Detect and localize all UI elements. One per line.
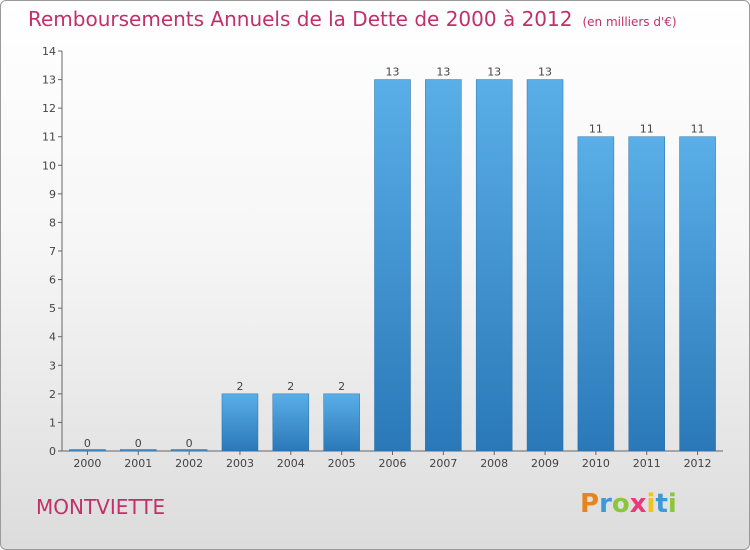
x-tick-label: 2008 bbox=[480, 457, 508, 470]
y-tick-label: 0 bbox=[49, 445, 56, 458]
y-tick-label: 14 bbox=[42, 45, 56, 58]
data-label: 13 bbox=[436, 66, 450, 79]
data-label: 13 bbox=[538, 66, 552, 79]
x-tick-label: 2000 bbox=[73, 457, 101, 470]
x-tick-label: 2002 bbox=[175, 457, 203, 470]
data-label: 0 bbox=[84, 437, 91, 450]
data-label: 2 bbox=[236, 380, 243, 393]
y-tick-label: 7 bbox=[49, 245, 56, 258]
bar bbox=[221, 393, 259, 452]
bar bbox=[628, 136, 665, 452]
bar bbox=[120, 449, 157, 452]
data-label: 2 bbox=[287, 380, 294, 393]
x-tick-label: 2006 bbox=[379, 457, 407, 470]
x-tick-label: 2001 bbox=[124, 457, 152, 470]
logo-letter: i bbox=[667, 489, 677, 519]
data-label: 11 bbox=[589, 123, 603, 136]
logo-letter: t bbox=[655, 489, 668, 519]
logo-letter: P bbox=[580, 489, 600, 519]
data-labels: 0 0 0 2 2 2 13 13 13 13 11 11 11 bbox=[84, 66, 705, 450]
bar bbox=[425, 79, 462, 452]
bar bbox=[679, 136, 716, 452]
bar bbox=[577, 136, 615, 452]
x-tick-label: 2004 bbox=[277, 457, 305, 470]
x-tick-label: 2012 bbox=[684, 457, 712, 470]
bar bbox=[323, 393, 360, 452]
data-label: 0 bbox=[135, 437, 142, 450]
chart-title: Remboursements Annuels de la Dette de 20… bbox=[28, 7, 677, 31]
data-label: 11 bbox=[691, 123, 705, 136]
y-tick-label: 1 bbox=[49, 416, 56, 429]
data-label: 13 bbox=[386, 66, 400, 79]
x-tick-label: 2009 bbox=[531, 457, 559, 470]
data-label: 2 bbox=[338, 380, 345, 393]
data-label: 0 bbox=[186, 437, 193, 450]
title-unit: (en milliers d'€) bbox=[582, 15, 677, 29]
y-tick-label: 10 bbox=[42, 159, 56, 172]
bar bbox=[170, 449, 208, 452]
x-tick-label: 2003 bbox=[226, 457, 254, 470]
logo-letter: i bbox=[646, 489, 656, 519]
bar bbox=[69, 449, 106, 452]
y-tick-label: 9 bbox=[49, 188, 56, 201]
bar bbox=[475, 79, 513, 452]
bar bbox=[526, 79, 564, 452]
y-tick-label: 12 bbox=[42, 102, 56, 115]
logo-letter: r bbox=[599, 489, 612, 519]
x-tick-label: 2007 bbox=[429, 457, 457, 470]
x-tick-label: 2005 bbox=[328, 457, 356, 470]
y-tick-label: 2 bbox=[49, 388, 56, 401]
y-tick-label: 5 bbox=[49, 302, 56, 315]
y-tick-label: 6 bbox=[49, 274, 56, 287]
y-tick-label: 4 bbox=[49, 331, 56, 344]
title-text: Remboursements Annuels de la Dette de 20… bbox=[28, 7, 573, 31]
y-tick-label: 13 bbox=[42, 74, 56, 87]
bar bbox=[272, 393, 310, 452]
bar bbox=[374, 79, 411, 452]
data-label: 11 bbox=[640, 123, 654, 136]
commune-name: MONTVIETTE bbox=[36, 495, 166, 519]
y-tick-label: 11 bbox=[42, 131, 56, 144]
bars bbox=[69, 79, 716, 452]
data-label: 13 bbox=[487, 66, 501, 79]
y-tick-label: 3 bbox=[49, 359, 56, 372]
x-tick-label: 2011 bbox=[633, 457, 661, 470]
logo-letter: x bbox=[629, 489, 647, 519]
logo-letter: o bbox=[611, 489, 630, 519]
x-tick-label: 2010 bbox=[582, 457, 610, 470]
proxiti-logo: Proxiti bbox=[580, 489, 677, 519]
y-tick-label: 8 bbox=[49, 216, 56, 229]
